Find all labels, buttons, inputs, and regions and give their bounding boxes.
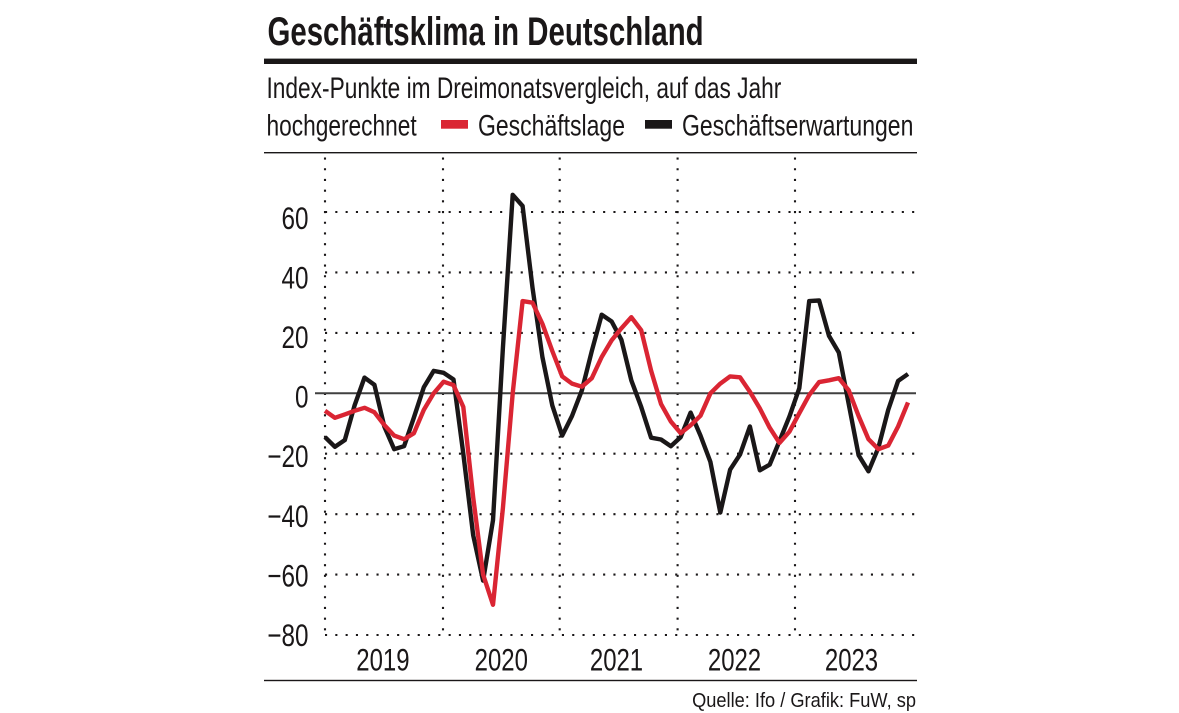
svg-text:2020: 2020 (475, 642, 528, 677)
svg-text:Geschäftslage: Geschäftslage (478, 109, 625, 142)
svg-text:hochgerechnet: hochgerechnet (267, 109, 418, 143)
svg-text:2023: 2023 (825, 642, 878, 677)
svg-text:Geschäftsklima in Deutschland: Geschäftsklima in Deutschland (268, 10, 704, 54)
svg-text:−40: −40 (267, 499, 308, 534)
svg-text:−60: −60 (267, 558, 308, 593)
svg-text:20: 20 (282, 320, 309, 355)
svg-text:2019: 2019 (356, 642, 409, 677)
svg-text:40: 40 (282, 260, 309, 295)
svg-text:Index-Punkte im Dreimonatsverg: Index-Punkte im Dreimonatsvergleich, auf… (267, 71, 782, 105)
svg-text:2022: 2022 (708, 642, 761, 677)
svg-text:0: 0 (295, 380, 308, 415)
svg-text:Geschäftserwartungen: Geschäftserwartungen (682, 109, 913, 142)
svg-text:60: 60 (282, 201, 309, 236)
svg-text:2021: 2021 (590, 642, 643, 677)
svg-text:−80: −80 (267, 618, 308, 653)
svg-text:−20: −20 (267, 439, 308, 474)
svg-text:Quelle: Ifo / Grafik: FuW, sp: Quelle: Ifo / Grafik: FuW, sp (692, 689, 916, 712)
